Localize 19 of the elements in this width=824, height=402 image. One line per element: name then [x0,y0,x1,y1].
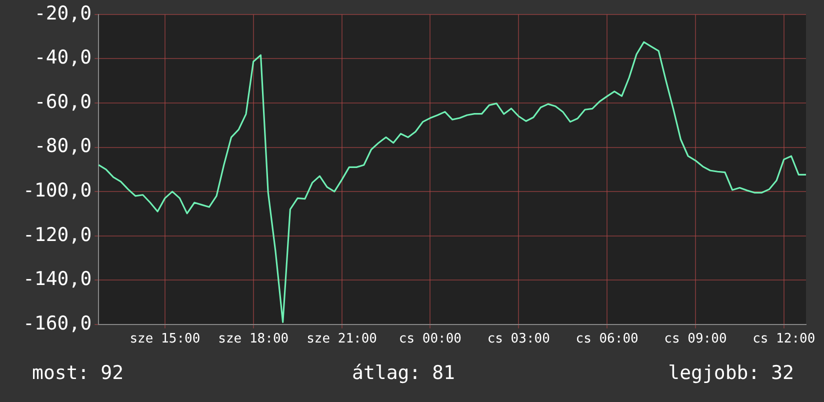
y-tick-label: -20,0 [34,2,92,24]
x-tick-label: sze 15:00 [130,332,200,347]
y-tick-label: -140,0 [22,268,92,290]
y-tick-label: -40,0 [34,46,92,69]
text: legjobb: 32 [668,362,794,384]
x-tick-label: cs 09:00 [664,332,727,347]
y-tick-label: -100,0 [22,179,92,202]
y-tick-label: -80,0 [34,135,92,158]
x-tick-label: cs 00:00 [398,332,462,347]
x-tick-label: sze 18:00 [218,332,289,347]
y-tick-label: -120,0 [22,224,92,246]
text: átlag: 81 [352,362,455,384]
y-tick-label: -160,0 [22,312,92,334]
x-tick-label: cs 03:00 [487,332,550,347]
x-tick-label: sze 21:00 [306,332,378,347]
x-tick-label: cs 12:00 [752,332,816,347]
text: most: 92 [32,362,124,384]
y-tick-label: -60,0 [34,90,92,113]
x-tick-label: cs 06:00 [576,332,638,347]
